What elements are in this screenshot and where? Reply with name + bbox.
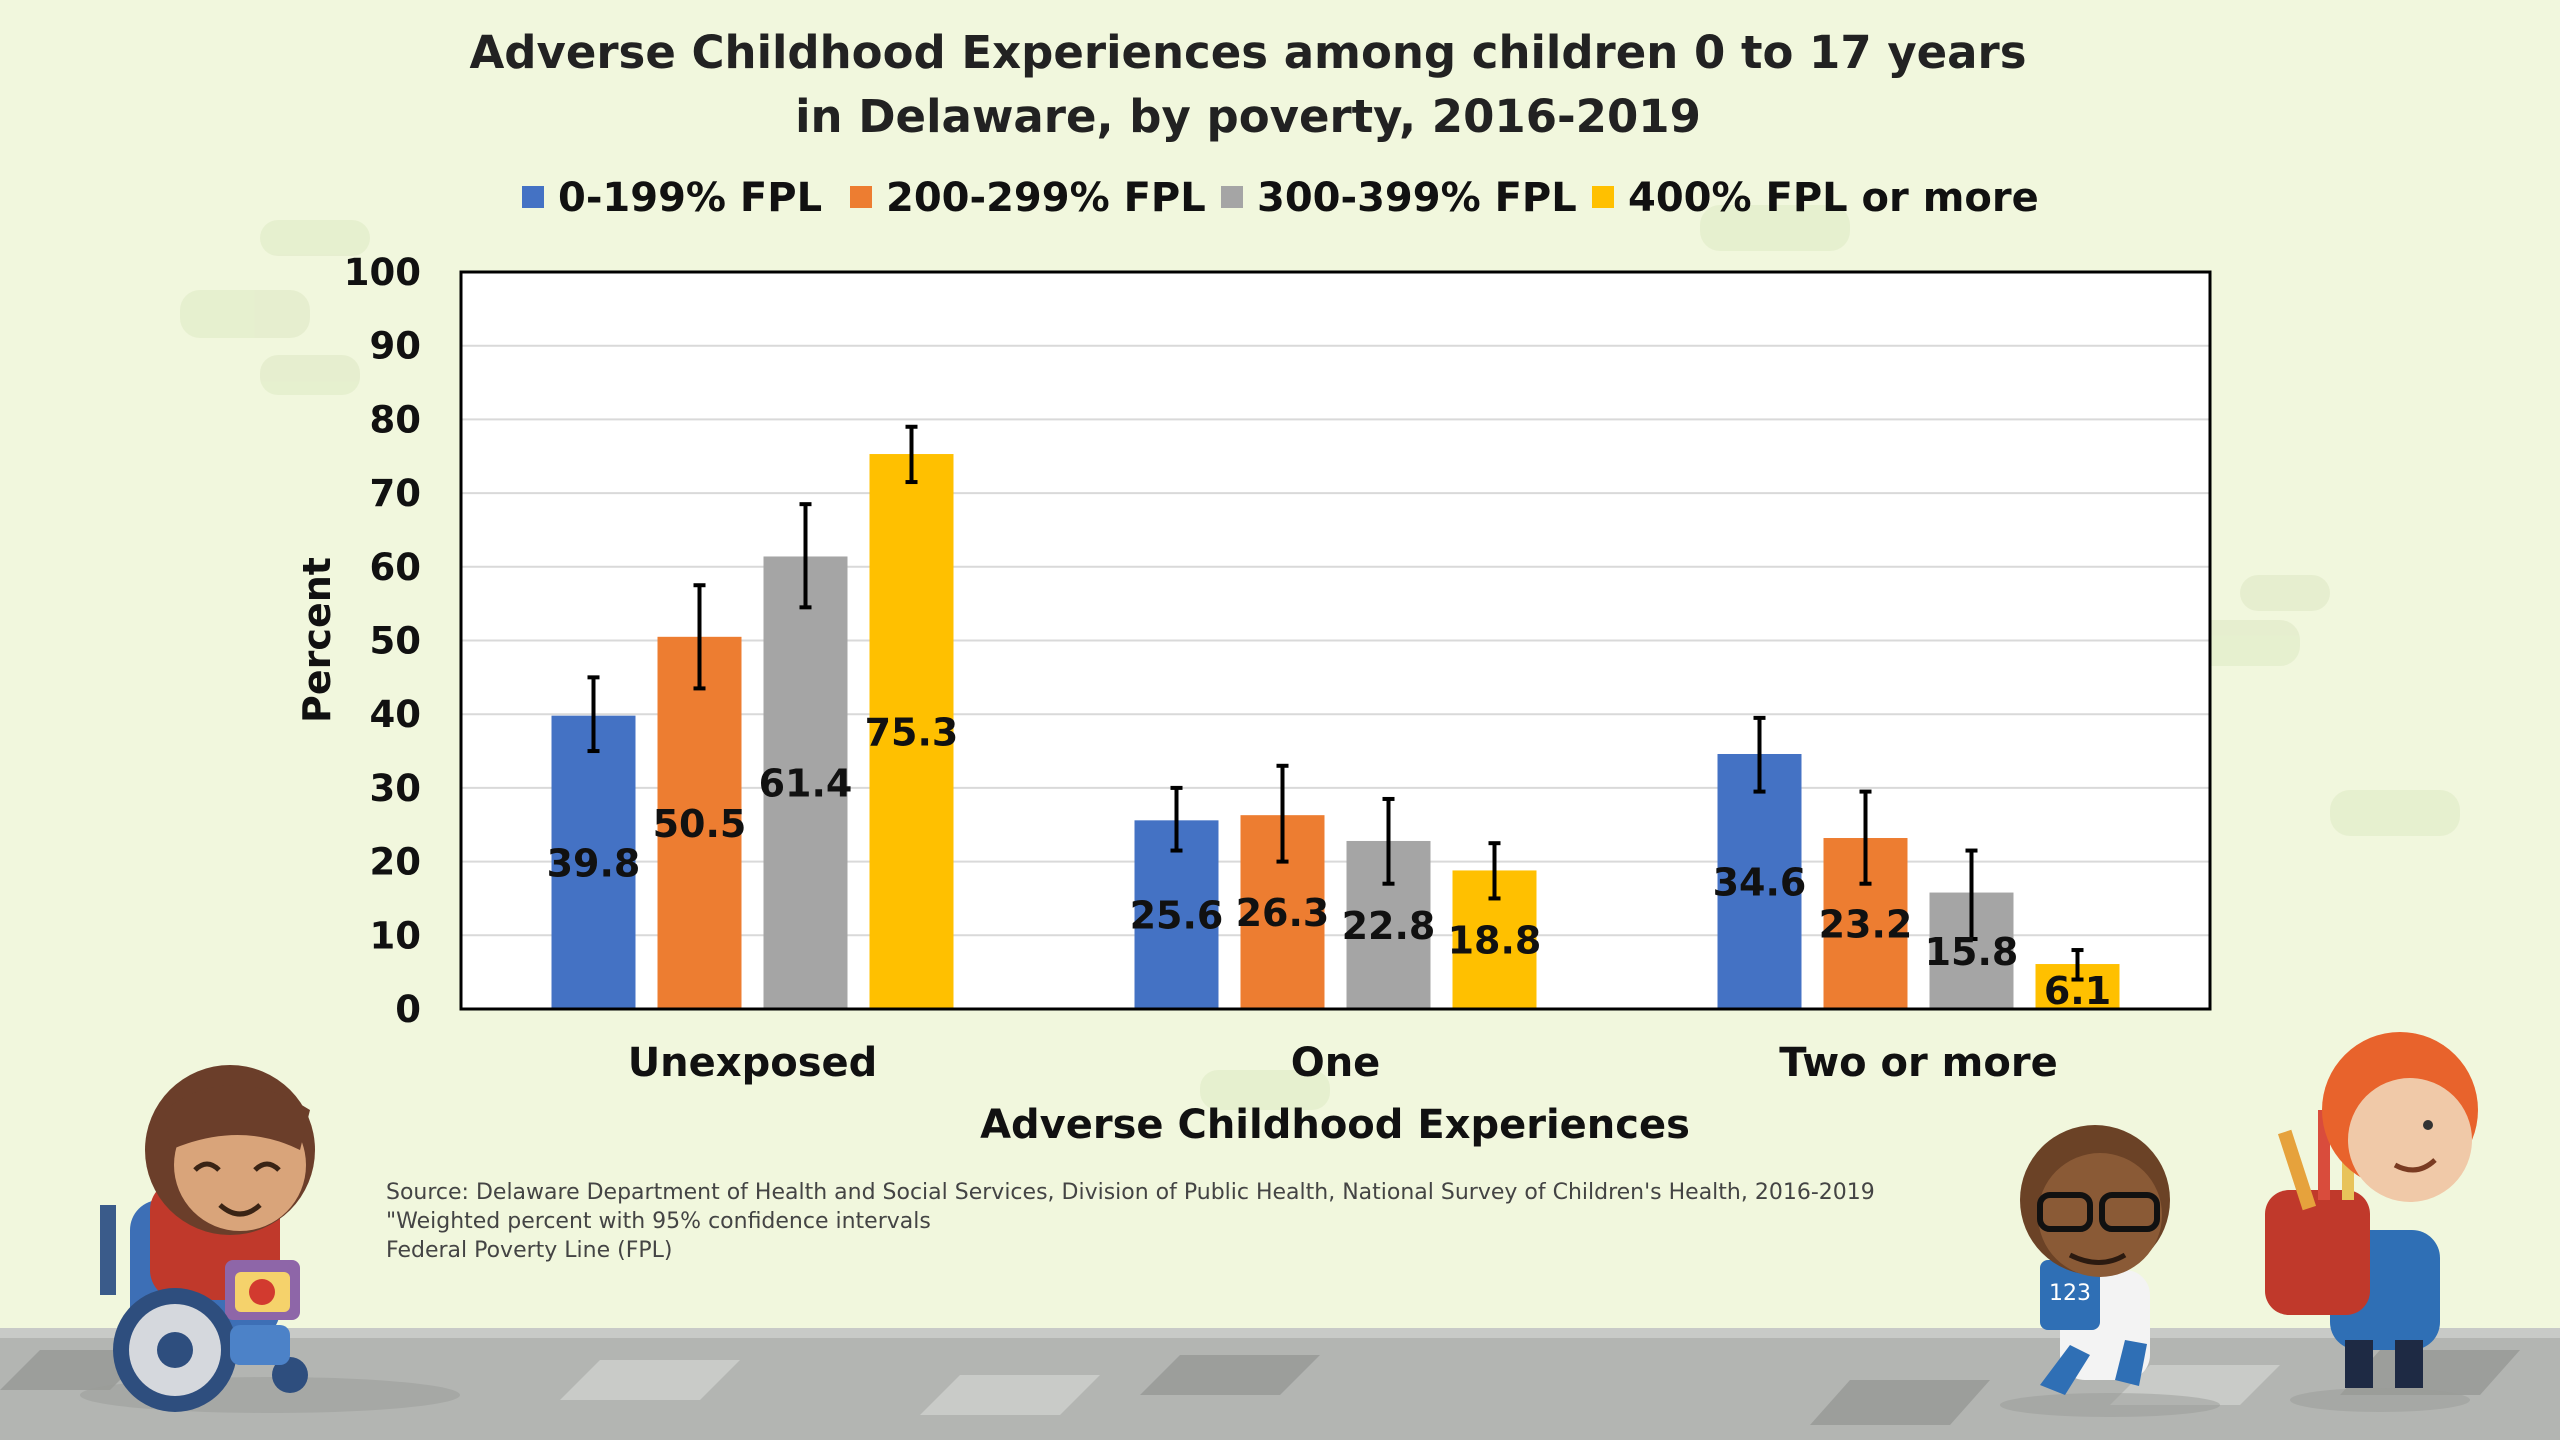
data-label: 26.3 [1236, 891, 1330, 935]
y-axis-title: Percent [295, 557, 339, 723]
data-label: 39.8 [547, 841, 641, 885]
bar [551, 715, 636, 1009]
y-axis-ticks: 0 10 20 30 40 50 60 70 80 90 100 [344, 251, 421, 1031]
plot-frame [459, 270, 2212, 1011]
y-tick-label: 80 [370, 398, 422, 441]
x-category-label: One [1291, 1040, 1381, 1086]
data-label: 34.6 [1713, 860, 1807, 904]
x-axis-categories: Unexposed One Two or more [628, 1040, 2058, 1086]
chart-title-line-2: in Delaware, by poverty, 2016-2019 [795, 90, 1701, 143]
weighted-note: "Weighted percent with 95% confidence in… [386, 1209, 931, 1234]
chart-legend: 0-199% FPL 200-299% FPL 300-399% FPL 400% F… [522, 175, 2039, 221]
y-tick-label: 70 [370, 472, 422, 515]
source-note: Source: Delaware Department of Health an… [386, 1180, 1875, 1205]
girl-wheelchair-illustration [80, 1065, 460, 1413]
data-labels: 39.8 50.5 61.4 75.3 25.6 26.3 22.8 18.8 34.6 23.2… [547, 711, 2112, 1014]
legend-swatch [1592, 186, 1614, 208]
y-tick-label: 10 [370, 914, 422, 957]
background-decor [180, 205, 2460, 1110]
y-tick-label: 60 [370, 546, 422, 589]
data-label: 6.1 [2044, 969, 2111, 1013]
legend-swatch [1221, 186, 1243, 208]
boy-glasses-illustration: 123 [2000, 1125, 2220, 1417]
data-label: 22.8 [1342, 904, 1436, 948]
error-bars [587, 424, 2084, 982]
data-label: 23.2 [1819, 903, 1913, 947]
x-axis-title: Adverse Childhood Experiences [980, 1102, 1690, 1148]
svg-text:123: 123 [2049, 1281, 2091, 1306]
y-tick-label: 90 [370, 325, 422, 368]
legend-label: 200-299% FPL [886, 175, 1206, 221]
redhead-boy-illustration [2265, 1032, 2478, 1412]
data-label: 18.8 [1448, 919, 1542, 963]
y-tick-label: 50 [370, 620, 422, 663]
y-tick-label: 0 [395, 988, 421, 1031]
fpl-note: Federal Poverty Line (FPL) [386, 1238, 672, 1263]
chart-title-line-1: Adverse Childhood Experiences among chil… [469, 26, 2026, 79]
bar [869, 454, 954, 1009]
data-label: 25.6 [1130, 894, 1224, 938]
legend-label: 400% FPL or more [1628, 175, 2039, 221]
y-tick-label: 30 [370, 767, 422, 810]
data-label: 61.4 [759, 762, 853, 806]
data-label: 50.5 [653, 802, 747, 846]
x-category-label: Two or more [1779, 1040, 2057, 1086]
y-tick-label: 40 [370, 693, 422, 736]
bar [1717, 753, 1802, 1009]
data-label: 15.8 [1925, 930, 2019, 974]
bar [763, 556, 848, 1009]
legend-swatch [850, 186, 872, 208]
y-tick-label: 100 [344, 251, 421, 294]
legend-label: 0-199% FPL [558, 175, 822, 221]
data-label: 75.3 [865, 711, 959, 755]
legend-swatch [522, 186, 544, 208]
x-category-label: Unexposed [628, 1040, 878, 1086]
gridlines [461, 344, 2210, 937]
legend-label: 300-399% FPL [1257, 175, 1577, 221]
bar [657, 636, 742, 1009]
y-tick-label: 20 [370, 841, 422, 884]
